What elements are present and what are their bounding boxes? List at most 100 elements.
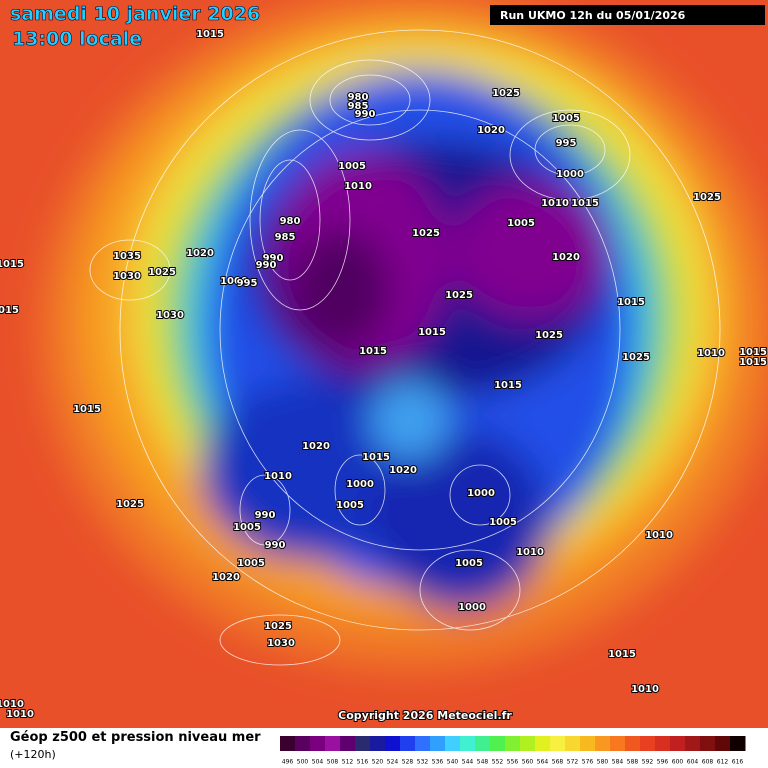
isobar-label: 1015 bbox=[571, 198, 599, 209]
legend-swatch bbox=[715, 736, 731, 751]
isobar-label: 1015 bbox=[362, 452, 390, 463]
isobar-label: 1020 bbox=[212, 572, 240, 583]
legend-swatch bbox=[325, 736, 341, 751]
legend-swatch bbox=[445, 736, 461, 751]
isobar-label: 1010 bbox=[541, 198, 569, 209]
isobar-label: 990 bbox=[256, 260, 277, 271]
isobar-label: 1000 bbox=[220, 276, 248, 287]
legend-swatch bbox=[700, 736, 716, 751]
isobar-label: 1020 bbox=[186, 248, 214, 259]
isobar-label: 1015 bbox=[0, 259, 24, 270]
isobar-label: 1010 bbox=[264, 471, 292, 482]
legend-label: 552 bbox=[492, 759, 504, 766]
isobar-label: 1025 bbox=[264, 621, 292, 632]
isobar-label: 1025 bbox=[412, 228, 440, 239]
isobar-label: 980 bbox=[280, 216, 301, 227]
isobar-label: 995 bbox=[237, 278, 258, 289]
isobar-label: 1025 bbox=[693, 192, 721, 203]
date: samedi 10 janvier 2026 bbox=[10, 3, 260, 25]
isobar-label: 985 bbox=[348, 101, 369, 112]
isobar-label: 1010 bbox=[645, 530, 673, 541]
legend-swatch bbox=[610, 736, 626, 751]
isobar-label: 1015 bbox=[73, 404, 101, 415]
isobar-label: 995 bbox=[556, 138, 577, 149]
isobar-label: 1010 bbox=[516, 547, 544, 558]
legend-swatch bbox=[625, 736, 641, 751]
legend-label: 600 bbox=[672, 759, 684, 766]
legend-swatch bbox=[400, 736, 416, 751]
legend-label: 596 bbox=[657, 759, 669, 766]
legend-swatch bbox=[685, 736, 701, 751]
isobars bbox=[89, 29, 721, 666]
isobar-label: 1015 bbox=[0, 305, 19, 316]
isobar-label: 1005 bbox=[233, 522, 261, 533]
isobar-label: 1030 bbox=[156, 310, 184, 321]
isobar-label: 1005 bbox=[336, 500, 364, 511]
isobar-label: 1025 bbox=[148, 267, 176, 278]
isobar-label: 1010 bbox=[0, 699, 24, 710]
legend-label: 608 bbox=[702, 759, 714, 766]
legend-label: 508 bbox=[327, 759, 339, 766]
legend-label: 540 bbox=[447, 759, 459, 766]
isobar-label: 1010 bbox=[697, 348, 725, 359]
isobar-label: 1020 bbox=[552, 252, 580, 263]
isobar-label: 1015 bbox=[359, 346, 387, 357]
legend-label: 556 bbox=[507, 759, 519, 766]
isobar-label: 1005 bbox=[552, 113, 580, 124]
legend-label: 544 bbox=[462, 759, 474, 766]
isobar-label: 1000 bbox=[467, 488, 495, 499]
legend-label: 568 bbox=[552, 759, 564, 766]
isobar-label: 1000 bbox=[346, 479, 374, 490]
legend-label: 504 bbox=[312, 759, 324, 766]
legend-swatch bbox=[670, 736, 686, 751]
isobar-label: 1025 bbox=[492, 88, 520, 99]
legend-label: 604 bbox=[687, 759, 699, 766]
legend-swatch bbox=[730, 736, 746, 751]
legend-swatch bbox=[430, 736, 446, 751]
isobar-label: 1000 bbox=[556, 169, 584, 180]
isobar-label: 1010 bbox=[631, 684, 659, 695]
legend-swatch bbox=[295, 736, 311, 751]
legend-swatch bbox=[385, 736, 401, 751]
legend-swatch bbox=[460, 736, 476, 751]
isobar-label: 1015 bbox=[608, 649, 636, 660]
legend-swatch bbox=[490, 736, 506, 751]
color-legend: 496 500 504 508 512 516 520 524 528 532 536 540 544 5… bbox=[280, 736, 746, 766]
legend-label: 496 bbox=[282, 759, 294, 766]
legend-label: 548 bbox=[477, 759, 489, 766]
legend-label: 516 bbox=[357, 759, 369, 766]
isobar-label: 1005 bbox=[507, 218, 535, 229]
isobar-label: 1010 bbox=[344, 181, 372, 192]
legend-swatch bbox=[520, 736, 536, 751]
copyright: Copyright 2026 Meteociel.fr bbox=[338, 709, 512, 722]
footer-title: Géop z500 et pression niveau mer bbox=[10, 730, 261, 745]
legend-swatch bbox=[505, 736, 521, 751]
legend-label: 524 bbox=[387, 759, 399, 766]
legend-label: 532 bbox=[417, 759, 429, 766]
legend-label: 536 bbox=[432, 759, 444, 766]
legend-swatch bbox=[475, 736, 491, 751]
legend-label: 588 bbox=[627, 759, 639, 766]
legend-label: 592 bbox=[642, 759, 654, 766]
isobar-label: 1025 bbox=[535, 330, 563, 341]
legend-swatch bbox=[340, 736, 356, 751]
legend-label: 560 bbox=[522, 759, 534, 766]
footer-lead: (+120h) bbox=[10, 748, 56, 761]
isobar-label: 990 bbox=[265, 540, 286, 551]
isobar-label: 1015 bbox=[739, 347, 767, 358]
legend-swatch bbox=[535, 736, 551, 751]
isobar-label: 1005 bbox=[237, 558, 265, 569]
legend-label: 612 bbox=[717, 759, 729, 766]
isobar-label: 990 bbox=[355, 109, 376, 120]
legend-swatch bbox=[370, 736, 386, 751]
isobar-label: 1025 bbox=[116, 499, 144, 510]
legend-label: 520 bbox=[372, 759, 384, 766]
legend-label: 564 bbox=[537, 759, 549, 766]
isobar-label: 1015 bbox=[494, 380, 522, 391]
legend-swatch bbox=[280, 736, 296, 751]
legend-swatch bbox=[565, 736, 581, 751]
isobar-label: 1030 bbox=[113, 271, 141, 282]
legend-label: 616 bbox=[732, 759, 744, 766]
